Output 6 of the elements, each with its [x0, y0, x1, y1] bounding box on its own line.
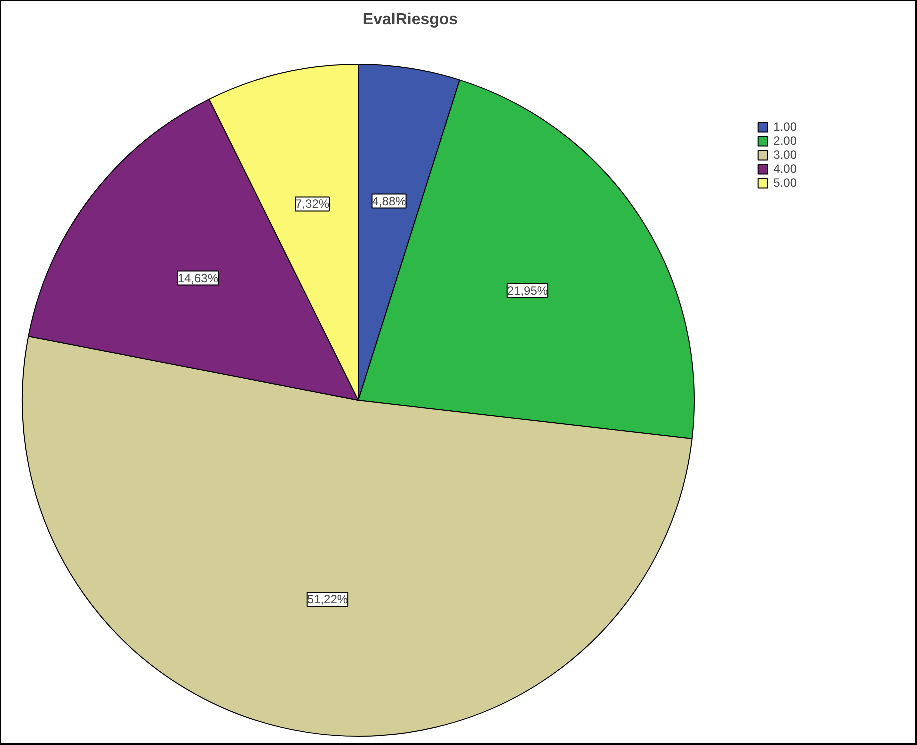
legend-label: 4.00	[774, 162, 797, 176]
legend-label: 3.00	[774, 148, 797, 162]
legend-label: 2.00	[774, 134, 797, 148]
legend-label: 1.00	[774, 120, 797, 134]
legend-label: 5.00	[774, 176, 797, 190]
chart-title: EvalRiesgos	[362, 12, 458, 28]
